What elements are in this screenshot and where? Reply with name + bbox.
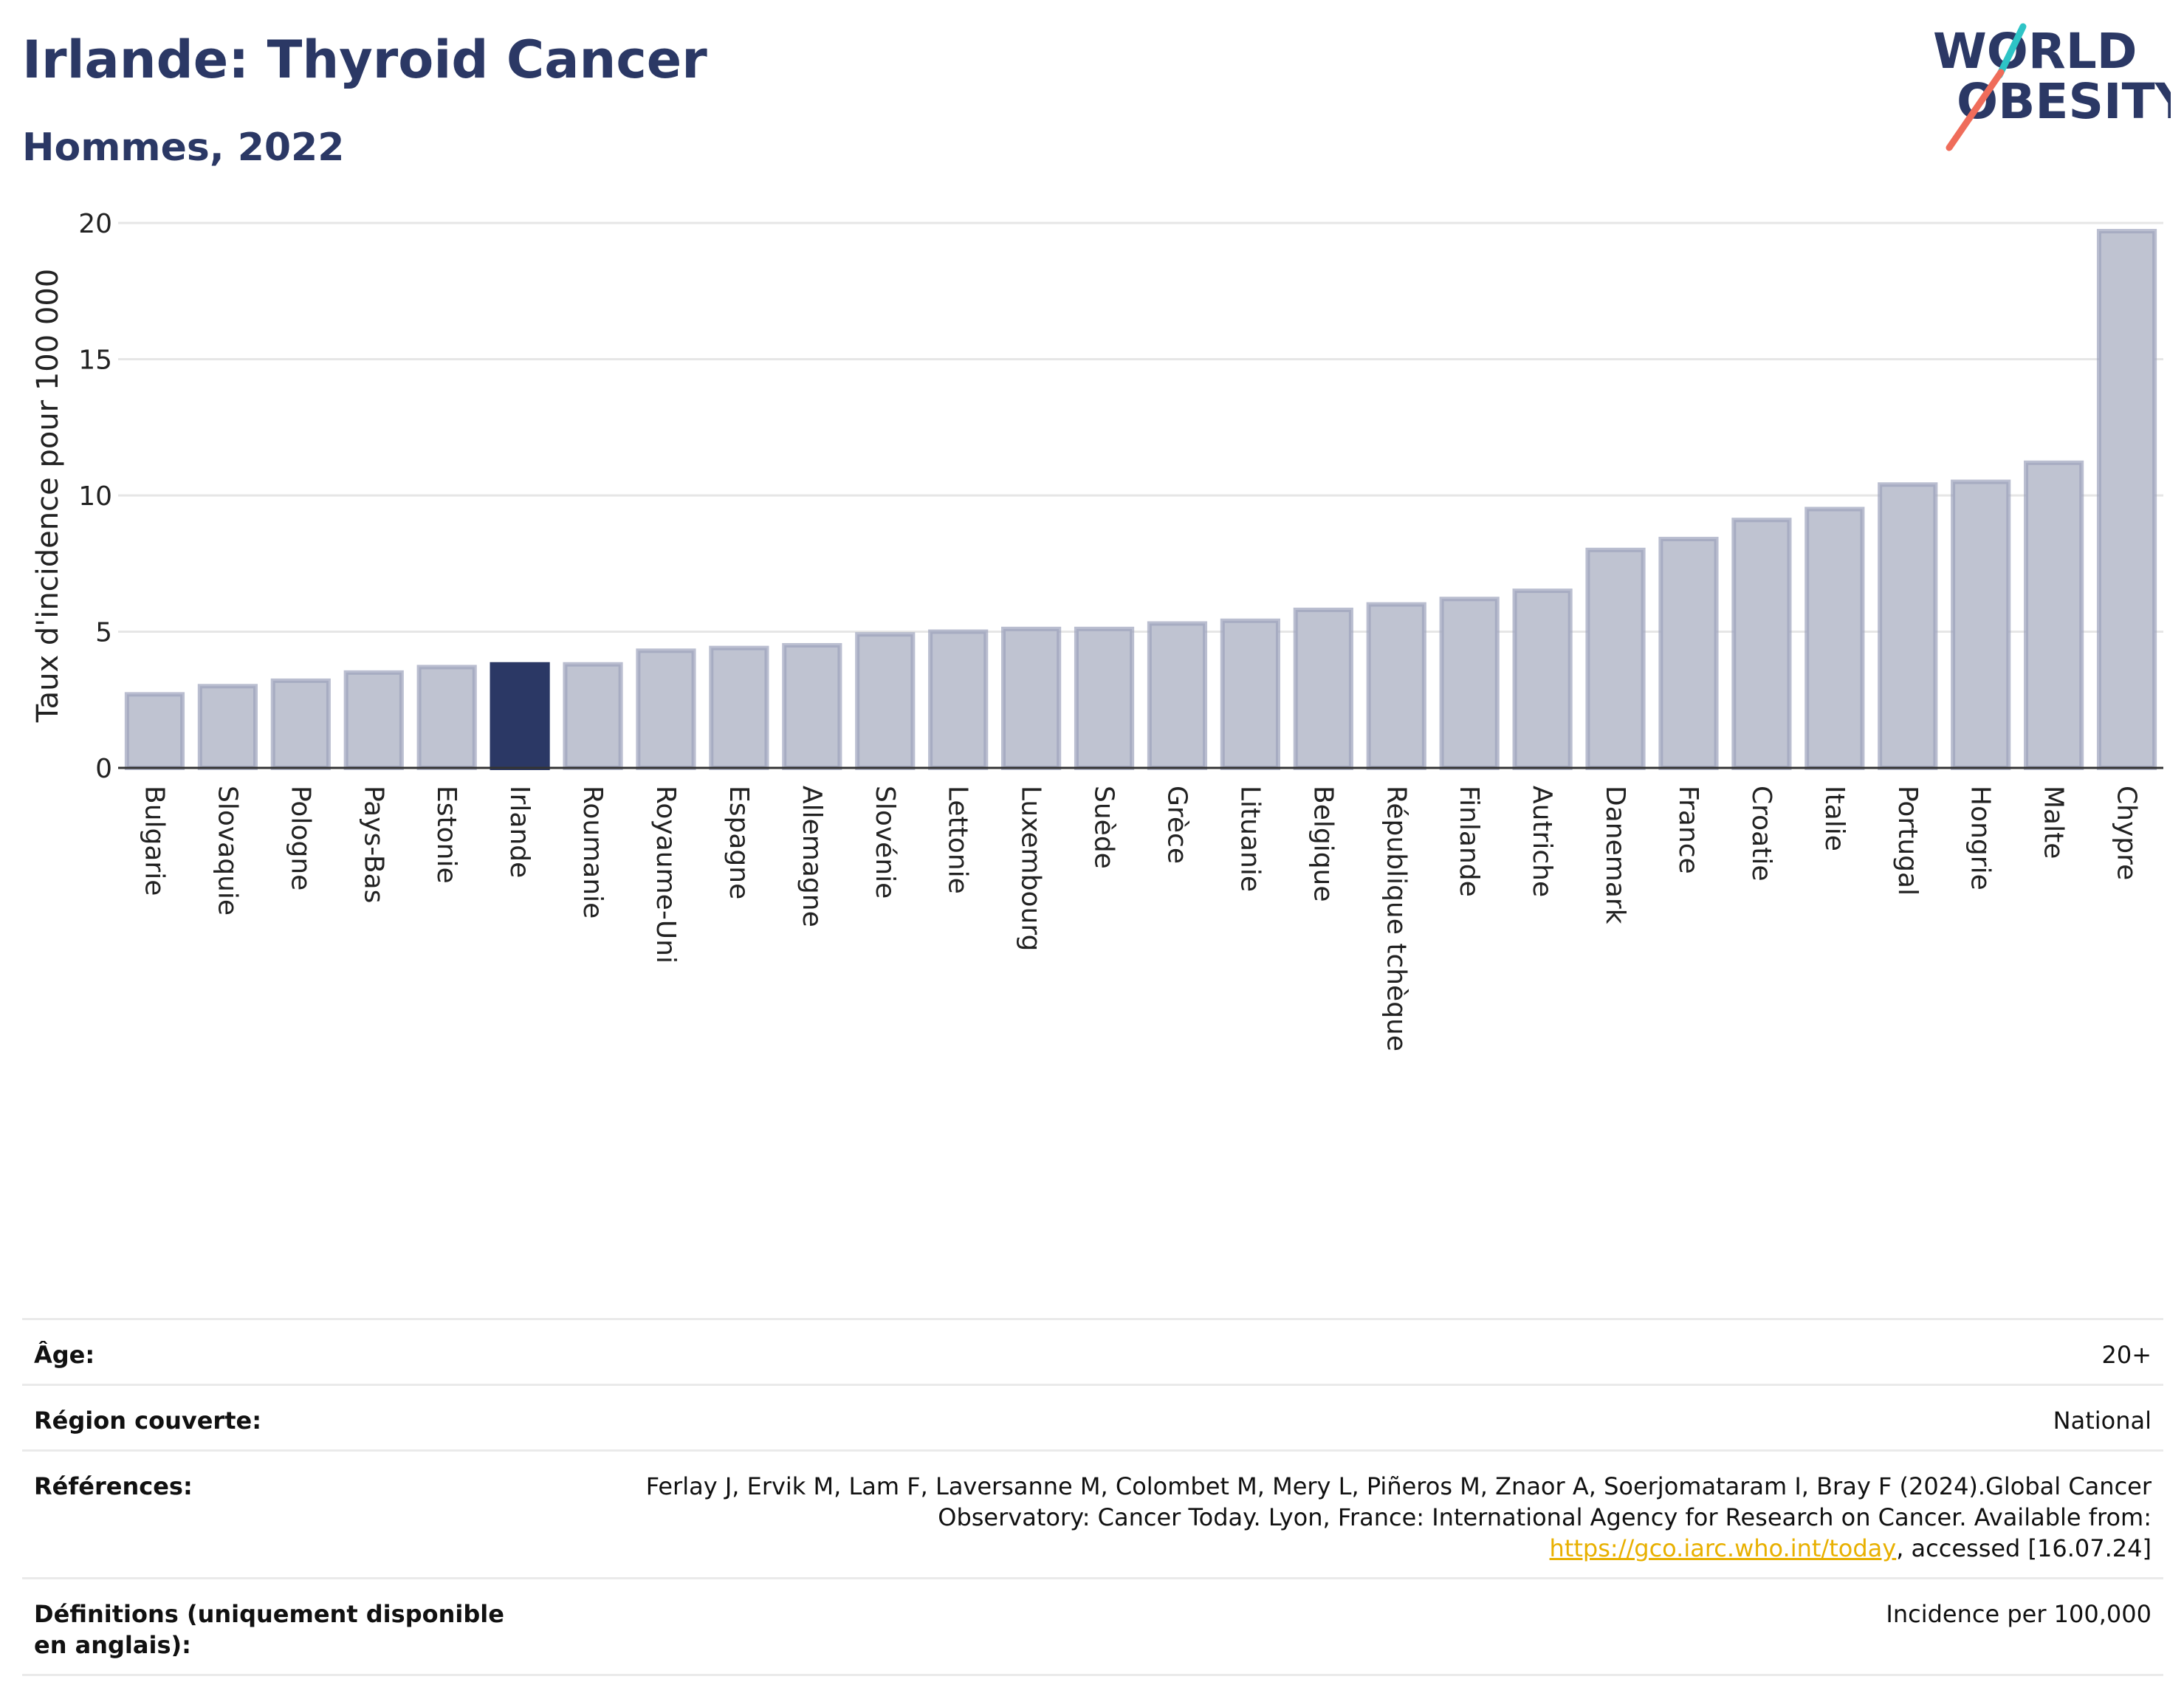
reference-accessed: , accessed [16.07.24] [1896, 1534, 2152, 1562]
bar-25 [1951, 479, 2011, 770]
x-tick-label: Lettonie [943, 786, 973, 894]
logo-line-obesity: OBESITY [1957, 73, 2171, 130]
y-tick-label: 20 [78, 209, 112, 239]
x-tick-label: Autriche [1527, 786, 1557, 897]
bar-2 [270, 678, 331, 770]
reference-link[interactable]: https://gco.iarc.who.int/today [1549, 1534, 1897, 1562]
x-tick-label: Roumanie [577, 786, 608, 919]
bar-6 [563, 662, 623, 771]
x-tick-label: Royaume-Uni [650, 786, 681, 964]
reference-text: Ferlay J, Ervik M, Lam F, Laversanne M, … [645, 1472, 2152, 1531]
chart-title: Irlande: Thyroid Cancer [22, 30, 707, 90]
x-tick-label: Pologne [285, 786, 315, 890]
bar-4 [416, 665, 477, 770]
bar-13 [1074, 626, 1135, 770]
x-tick-label: Croatie [1746, 786, 1776, 882]
bar-10 [855, 632, 916, 770]
x-tick-label: Portugal [1892, 786, 1923, 896]
bar-1 [197, 684, 258, 770]
meta-row-definitions: Définitions (uniquement disponible en an… [22, 1577, 2163, 1676]
world-obesity-logo: WORLD OBESITY [1933, 23, 2171, 151]
x-tick-label: Bulgarie [139, 786, 169, 896]
meta-label-age: Âge: [34, 1341, 95, 1369]
x-tick-label: Slovaquie [212, 786, 242, 916]
y-tick-label: 0 [95, 754, 112, 784]
bar-0 [124, 692, 185, 770]
x-tick-label: Belgique [1308, 786, 1338, 902]
logo-slash-teal [1996, 23, 2027, 79]
meta-value-references: Ferlay J, Ervik M, Lam F, Laversanne M, … [601, 1471, 2152, 1564]
meta-value-definitions: Incidence per 100,000 [1886, 1600, 2152, 1628]
x-tick-label: République tchèque [1381, 786, 1411, 1051]
bar-20 [1585, 547, 1646, 770]
x-tick-label: Finlande [1454, 786, 1484, 897]
bar-21 [1658, 537, 1719, 770]
meta-row-age: Âge: 20+ [22, 1318, 2163, 1384]
x-tick-label: Hongrie [1965, 786, 1996, 890]
bar-27 [2096, 229, 2157, 770]
x-tick-label: France [1673, 786, 1703, 874]
bar-24 [1878, 482, 1938, 770]
x-tick-label: Malte [2039, 786, 2069, 859]
y-axis-label: Taux d'incidence pour 100 000 [31, 269, 65, 723]
meta-value-region: National [2053, 1407, 2152, 1435]
x-tick-label: Grèce [1161, 786, 1192, 864]
bar-26 [2024, 460, 2084, 770]
bar-14 [1147, 621, 1208, 770]
logo-slash-coral [1946, 69, 2005, 151]
meta-value-age: 20+ [2101, 1341, 2152, 1369]
bar-5 [490, 662, 550, 771]
meta-label-references: Références: [34, 1472, 193, 1500]
metadata-table: Âge: 20+ Région couverte: National Référ… [22, 1318, 2163, 1676]
meta-label-definitions: Définitions (uniquement disponible en an… [34, 1600, 504, 1659]
bar-16 [1293, 607, 1353, 770]
x-tick-label: Lituanie [1234, 786, 1265, 892]
x-tick-label: Estonie [431, 786, 461, 884]
x-tick-label: Danemark [1600, 786, 1630, 924]
x-tick-label: Allemagne [797, 786, 827, 927]
bar-8 [709, 645, 769, 771]
meta-row-references: Références: Ferlay J, Ervik M, Lam F, La… [22, 1449, 2163, 1577]
bar-17 [1366, 602, 1426, 770]
bar-18 [1439, 597, 1500, 770]
bar-9 [782, 642, 842, 771]
bar-12 [1001, 626, 1062, 770]
x-tick-label: Luxembourg [1016, 786, 1046, 951]
x-tick-label: Irlande [504, 786, 535, 878]
bar-23 [1804, 507, 1865, 770]
bar-3 [343, 670, 404, 770]
logo-line-world: WORLD [1933, 23, 2137, 80]
x-tick-label: Suède [1089, 786, 1119, 869]
bar-7 [636, 648, 696, 771]
bar-19 [1512, 588, 1573, 771]
y-tick-label: 5 [95, 618, 112, 648]
x-tick-label: Italie [1819, 786, 1850, 851]
bar-11 [928, 629, 989, 770]
y-tick-label: 10 [78, 481, 112, 512]
bar-15 [1220, 618, 1280, 770]
meta-row-region: Région couverte: National [22, 1384, 2163, 1449]
bar-chart: 0 5 10 15 20 Taux d'incidence pour 100 000 Bul… [31, 209, 2163, 1051]
x-tick-label: Espagne [724, 786, 754, 899]
y-tick-label: 15 [78, 346, 112, 376]
chart-subtitle: Hommes, 2022 [22, 126, 345, 170]
meta-label-region: Région couverte: [34, 1407, 261, 1435]
x-tick-label: Pays-Bas [358, 786, 388, 903]
x-tick-label: Chypre [2112, 786, 2142, 880]
bar-22 [1731, 518, 1792, 770]
x-tick-label: Slovénie [870, 786, 900, 899]
